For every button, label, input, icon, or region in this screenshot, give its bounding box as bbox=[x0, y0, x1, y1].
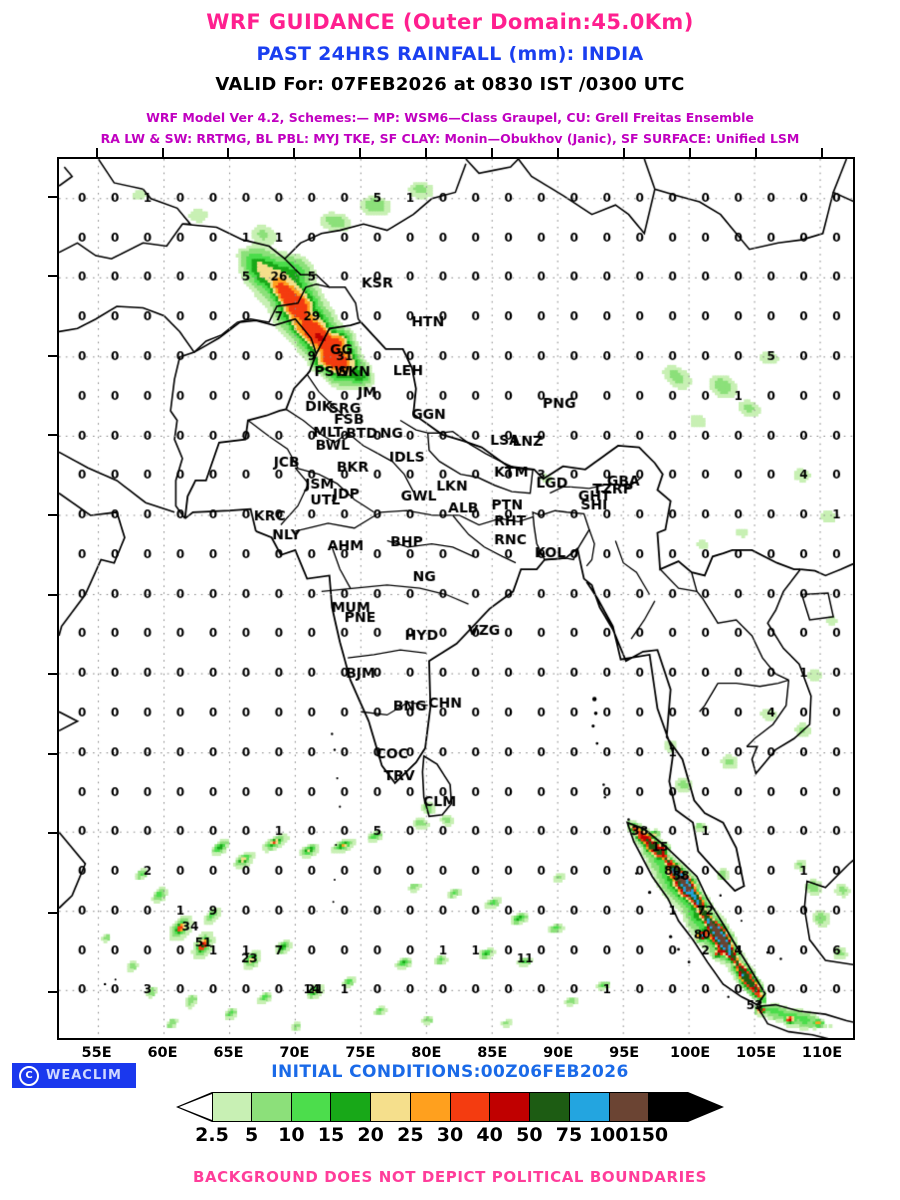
colorbar-bands bbox=[212, 1092, 688, 1122]
lon-tick-label: 70E bbox=[279, 1045, 310, 1061]
colorbar-tick-label: 150 bbox=[628, 1124, 669, 1146]
lon-tick-mark bbox=[293, 148, 296, 157]
model-scheme-line-1: WRF Model Ver 4.2, Schemes:— MP: WSM6—Cl… bbox=[146, 110, 754, 125]
weaclim-label: WEACLIM bbox=[46, 1068, 122, 1083]
initial-conditions-text: INITIAL CONDITIONS:00Z06FEB2026 bbox=[271, 1062, 629, 1082]
colorbar-tick-label: 75 bbox=[555, 1124, 583, 1146]
colorbar-band bbox=[490, 1092, 530, 1122]
lat-tick-mark bbox=[48, 354, 57, 357]
lat-tick-mark bbox=[48, 991, 57, 994]
lon-tick-mark bbox=[821, 148, 824, 157]
lat-tick-mark bbox=[48, 434, 57, 437]
lon-tick-label: 85E bbox=[477, 1045, 508, 1061]
copyright-circle-icon: C bbox=[19, 1065, 39, 1086]
colorbar-band bbox=[291, 1092, 332, 1122]
lon-tick-label: 80E bbox=[411, 1045, 442, 1061]
colorbar-tick-label: 10 bbox=[278, 1124, 305, 1146]
colorbar-band bbox=[569, 1092, 610, 1122]
colorbar-tick-label: 50 bbox=[516, 1124, 543, 1146]
rainfall-colorbar bbox=[176, 1092, 724, 1122]
lon-tick-mark bbox=[557, 148, 560, 157]
colorbar-band bbox=[530, 1092, 570, 1122]
disclaimer-text: BACKGROUND DOES NOT DEPICT POLITICAL BOU… bbox=[192, 1168, 708, 1186]
colorbar-band bbox=[251, 1092, 292, 1122]
lat-tick-mark bbox=[48, 275, 57, 278]
colorbar-tick-label: 15 bbox=[317, 1124, 345, 1146]
colorbar-tick-label: 25 bbox=[397, 1124, 424, 1146]
weaclim-logo-badge: C WEACLIM bbox=[12, 1063, 136, 1088]
colorbar-band bbox=[450, 1092, 491, 1122]
colorbar-band bbox=[649, 1092, 688, 1122]
colorbar-band bbox=[212, 1092, 252, 1122]
colorbar-band bbox=[331, 1092, 371, 1122]
lon-tick-label: 100E bbox=[670, 1045, 711, 1061]
product-subtitle: PAST 24HRS RAINFALL (mm): INDIA bbox=[256, 43, 644, 65]
lon-tick-label: 60E bbox=[147, 1045, 178, 1061]
lon-tick-mark bbox=[359, 148, 362, 157]
lon-tick-label: 105E bbox=[735, 1045, 777, 1061]
model-scheme-line-2: RA LW & SW: RRTMG, BL PBL: MYJ TKE, SF C… bbox=[100, 131, 800, 146]
lon-tick-label: 90E bbox=[543, 1045, 574, 1061]
lat-tick-mark bbox=[48, 195, 57, 198]
colorbar-left-arrow bbox=[178, 1094, 212, 1120]
colorbar-tick-label: 40 bbox=[476, 1124, 503, 1146]
colorbar-band bbox=[410, 1092, 451, 1122]
colorbar-tick-label: 100 bbox=[588, 1124, 629, 1146]
lon-tick-mark bbox=[623, 148, 626, 157]
lon-tick-mark bbox=[227, 148, 230, 157]
lon-tick-label: 110E bbox=[801, 1045, 843, 1061]
plot-frame bbox=[57, 157, 855, 1040]
lon-tick-mark bbox=[161, 148, 164, 157]
lon-tick-mark bbox=[491, 148, 494, 157]
colorbar-band bbox=[371, 1092, 411, 1122]
colorbar-tick-label: 2.5 bbox=[195, 1124, 229, 1146]
colorbar-band bbox=[609, 1092, 650, 1122]
valid-time-text: VALID For: 07FEB2026 at 0830 IST /0300 U… bbox=[215, 74, 685, 95]
lat-tick-mark bbox=[48, 752, 57, 755]
lat-tick-mark bbox=[48, 832, 57, 835]
lat-tick-mark bbox=[48, 513, 57, 516]
lat-tick-mark bbox=[48, 911, 57, 914]
rainfall-map-canvas bbox=[59, 159, 853, 1038]
lon-tick-mark bbox=[755, 148, 758, 157]
colorbar-tick-label: 5 bbox=[245, 1124, 259, 1146]
lon-tick-label: 65E bbox=[213, 1045, 244, 1061]
lat-tick-mark bbox=[48, 673, 57, 676]
rainfall-map-panel: 45N40N35N30N25N20N15N10N5NEQ5S 55E60E65E… bbox=[48, 148, 855, 1061]
colorbar-right-arrow bbox=[688, 1092, 724, 1122]
colorbar-tick-label: 30 bbox=[436, 1124, 464, 1146]
lon-tick-label: 75E bbox=[345, 1045, 376, 1061]
lon-tick-mark bbox=[689, 148, 692, 157]
colorbar-tick-labels: 2.5 5 10 15 20 25 30 40 50 75 100 150 bbox=[176, 1124, 724, 1148]
page-title: WRF GUIDANCE (Outer Domain:45.0Km) bbox=[206, 10, 694, 34]
lon-tick-mark bbox=[95, 148, 98, 157]
lon-tick-mark bbox=[425, 148, 428, 157]
lon-tick-label: 95E bbox=[609, 1045, 640, 1061]
colorbar-tick-label: 20 bbox=[357, 1124, 384, 1146]
header: WRF GUIDANCE (Outer Domain:45.0Km) PAST … bbox=[0, 0, 900, 150]
lon-tick-label: 55E bbox=[81, 1045, 112, 1061]
lat-tick-mark bbox=[48, 593, 57, 596]
